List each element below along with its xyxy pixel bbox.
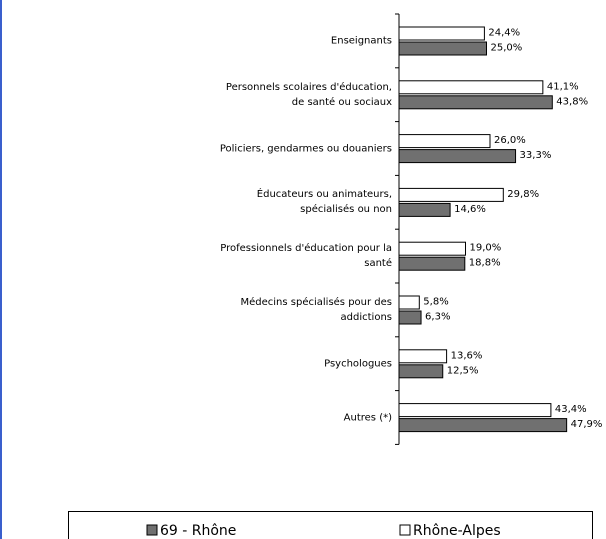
category-label: Médecins spécialisés pour des addictions [240,297,392,323]
bar [398,241,466,256]
value-label: 12,5% [447,365,479,376]
category-label: Professionnels d'éducation pour la santé [220,243,392,270]
value-label: 14,6% [454,204,486,215]
bar [398,95,553,110]
value-label: 18,8% [469,258,501,269]
legend-label: 69 - Rhône [160,523,236,539]
value-label: 26,0% [494,135,526,146]
legend-swatch [399,524,411,536]
value-label: 43,8% [556,96,588,107]
category-label: Autres (*) [343,412,392,424]
category-label: Policiers, gendarmes ou douaniers [219,143,392,155]
bar [398,256,466,271]
category-label: Psychologues [324,358,392,370]
bar [398,418,568,433]
legend-label: Rhône-Alpes [413,523,501,539]
bar [398,149,517,164]
value-label: 41,1% [547,81,579,92]
bar [398,26,485,41]
category-label: Éducateurs ou animateurs, spécialisés ou… [256,189,392,216]
value-label: 25,0% [491,43,523,54]
value-label: 24,4% [488,28,520,39]
bar [398,80,544,95]
value-label: 29,8% [507,189,539,200]
bar [398,187,504,202]
value-label: 5,8% [423,297,448,308]
category-label: Personnels scolaires d'éducation, de san… [225,81,392,108]
bar [398,310,422,325]
value-label: 33,3% [520,150,552,161]
bar [398,202,451,217]
legend-swatch [146,524,158,536]
left-border [0,0,2,539]
bar [398,41,487,56]
bar [398,403,552,418]
value-label: 43,4% [555,404,587,415]
value-label: 6,3% [425,312,450,323]
value-label: 13,6% [451,350,483,361]
category-label: Enseignants [330,35,392,47]
value-label: 19,0% [470,243,502,254]
bar [398,364,444,379]
bar [398,134,491,149]
bar [398,349,448,364]
value-label: 47,9% [571,419,603,430]
bar [398,295,420,310]
